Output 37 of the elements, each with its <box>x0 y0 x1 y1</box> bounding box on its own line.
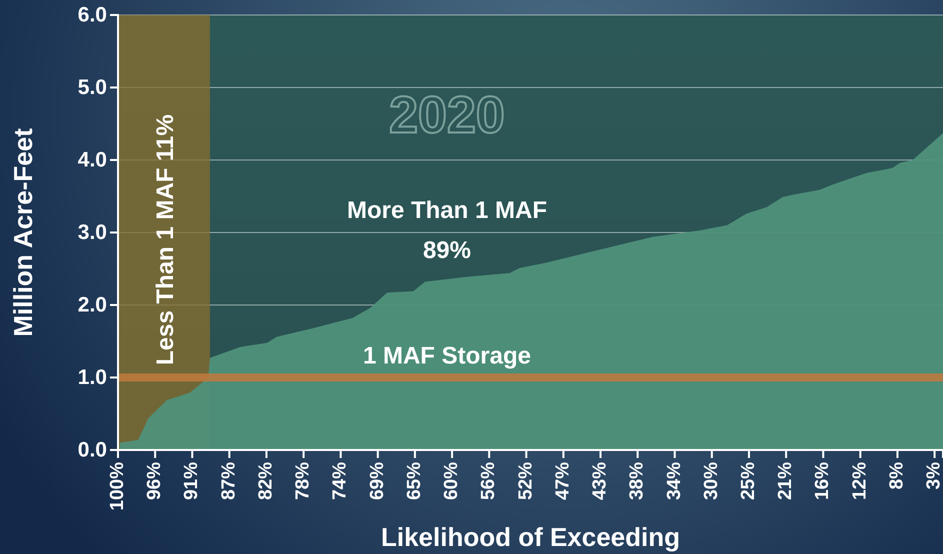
x-tick-label: 91% <box>181 462 202 500</box>
x-tick-label: 65% <box>404 462 425 500</box>
x-tick-label: 78% <box>292 462 314 500</box>
ref-line-label: 1 MAF Storage <box>362 342 532 370</box>
y-tick-label: 2.0 <box>78 294 107 317</box>
x-tick-label: 30% <box>700 462 722 500</box>
y-tick-label: 4.0 <box>78 148 107 172</box>
annotation: More Than 1 MAF <box>346 197 547 224</box>
x-tick-label: 100% <box>107 462 128 511</box>
x-tick-label: 16% <box>812 462 834 500</box>
x-tick-label: 8% <box>886 462 908 490</box>
x-tick-label: 43% <box>590 462 611 500</box>
x-tick-label: 3% <box>924 462 943 490</box>
x-tick-label: 25% <box>738 462 759 500</box>
x-tick-label: 12% <box>849 462 870 500</box>
y-tick-label: 6.0 <box>78 4 107 27</box>
x-tick-label: 38% <box>626 462 648 500</box>
x-tick-label: 82% <box>255 462 276 500</box>
x-tick-label: 52% <box>515 462 536 500</box>
x-tick-label: 87% <box>218 462 240 500</box>
text: 2020 <box>389 86 505 144</box>
x-tick-label: 47% <box>552 462 574 500</box>
y-tick-label: 1.0 <box>78 366 107 390</box>
x-tick-label: 21% <box>775 462 796 500</box>
x-tick-label: 34% <box>664 462 685 500</box>
y-tick-label: 5.0 <box>78 76 107 100</box>
x-tick-label: 96% <box>144 462 166 500</box>
x-axis-title: Likelihood of Exceeding <box>380 522 680 552</box>
annotation: 89% <box>422 236 472 264</box>
band-label: Less Than 1 MAF 11% <box>152 114 179 366</box>
y-axis-title: Million Acre-Feet <box>8 128 38 337</box>
x-tick-label: 69% <box>366 462 388 500</box>
y-tick-label: 0.0 <box>78 438 107 462</box>
x-tick-label: 74% <box>330 462 351 500</box>
x-tick-label: 60% <box>441 462 462 500</box>
y-tick-label: 3.0 <box>78 221 107 244</box>
x-tick-label: 56% <box>478 462 500 500</box>
